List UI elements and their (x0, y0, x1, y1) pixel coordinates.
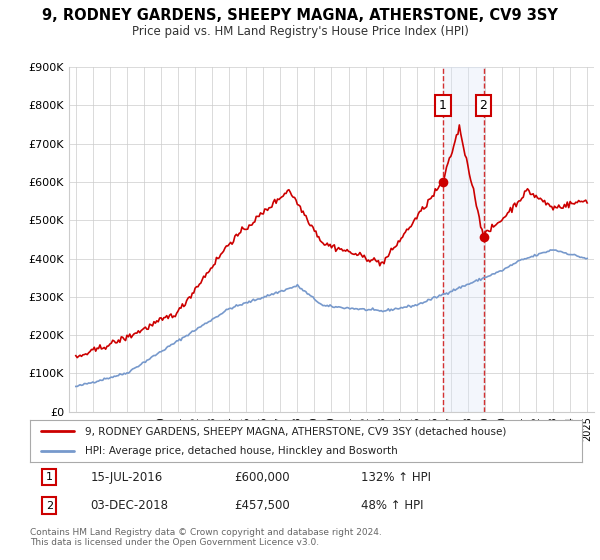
Bar (443, 67, 484, 412)
Text: HPI: Average price, detached house, Hinckley and Bosworth: HPI: Average price, detached house, Hinc… (85, 446, 398, 456)
Text: 48% ↑ HPI: 48% ↑ HPI (361, 500, 424, 512)
Text: 03-DEC-2018: 03-DEC-2018 (91, 500, 169, 512)
Text: £600,000: £600,000 (234, 470, 290, 483)
Text: 9, RODNEY GARDENS, SHEEPY MAGNA, ATHERSTONE, CV9 3SY: 9, RODNEY GARDENS, SHEEPY MAGNA, ATHERST… (42, 8, 558, 24)
Text: Contains HM Land Registry data © Crown copyright and database right 2024.
This d: Contains HM Land Registry data © Crown c… (30, 528, 382, 547)
Text: 1: 1 (46, 472, 53, 482)
Text: Price paid vs. HM Land Registry's House Price Index (HPI): Price paid vs. HM Land Registry's House … (131, 25, 469, 38)
Text: 1: 1 (439, 99, 447, 112)
Text: 9, RODNEY GARDENS, SHEEPY MAGNA, ATHERSTONE, CV9 3SY (detached house): 9, RODNEY GARDENS, SHEEPY MAGNA, ATHERST… (85, 426, 506, 436)
Text: 2: 2 (479, 99, 487, 112)
Text: £457,500: £457,500 (234, 500, 290, 512)
Text: 132% ↑ HPI: 132% ↑ HPI (361, 470, 431, 483)
Text: 2: 2 (46, 501, 53, 511)
Text: 15-JUL-2016: 15-JUL-2016 (91, 470, 163, 483)
